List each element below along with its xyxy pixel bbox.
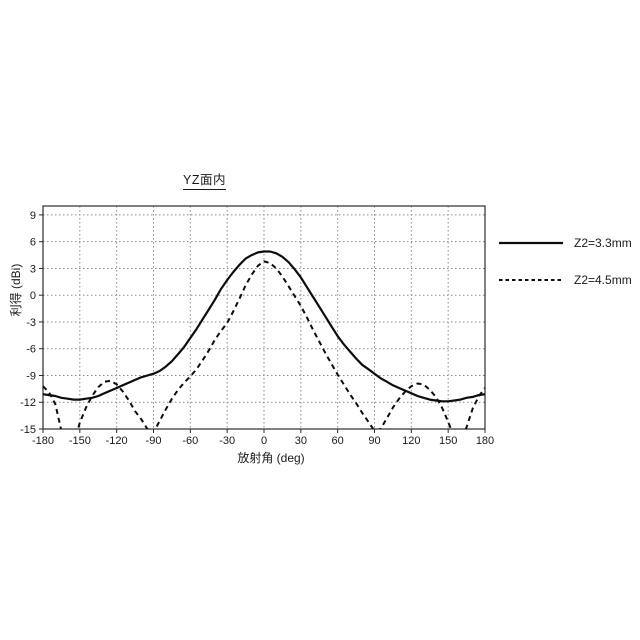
legend-item-z2-4.5mm: Z2=4.5mm [498, 271, 632, 289]
x-tick-label: 90 [368, 435, 380, 447]
series-group [42, 250, 486, 429]
solid-line-sample-icon [499, 241, 563, 245]
axis-frame [42, 205, 486, 430]
series-solid [42, 250, 486, 403]
x-tick-label: 0 [261, 435, 267, 447]
x-tick-label: -90 [146, 435, 162, 447]
y-tick-label: -12 [20, 397, 36, 409]
y-tick-label: 0 [30, 290, 36, 302]
x-tick-label: -180 [32, 435, 54, 447]
y-tick-label: -15 [20, 424, 36, 436]
x-tick-label: -150 [69, 435, 91, 447]
x-tick-label: -120 [106, 435, 128, 447]
x-tick-label: 150 [439, 435, 457, 447]
y-tick-label: 3 [30, 263, 36, 275]
x-axis-label: 放射角 (deg) [237, 451, 305, 465]
series-dashed [42, 260, 486, 429]
x-tick-label: 180 [476, 435, 494, 447]
y-tick-label: 9 [30, 210, 36, 222]
x-tick-label: -60 [182, 435, 198, 447]
y-tick-label: -6 [26, 344, 36, 356]
legend-item-z2-3.3mm: Z2=3.3mm [498, 234, 632, 252]
chart-title: YZ面内 [183, 169, 226, 190]
legend-label: Z2=4.5mm [574, 273, 632, 287]
dashed-line-sample-icon [499, 279, 563, 281]
x-tick-label: -30 [219, 435, 235, 447]
x-tick-label: 30 [295, 435, 307, 447]
y-tick-label: -9 [26, 370, 36, 382]
y-tick-label: -3 [26, 317, 36, 329]
x-tick-label: 60 [332, 435, 344, 447]
x-tick-label: 120 [402, 435, 420, 447]
y-tick-label: 6 [30, 237, 36, 249]
y-axis-label: 利得 (dBi) [9, 263, 23, 317]
legend: Z2=3.3mm Z2=4.5mm [498, 234, 632, 308]
legend-label: Z2=3.3mm [574, 236, 632, 250]
